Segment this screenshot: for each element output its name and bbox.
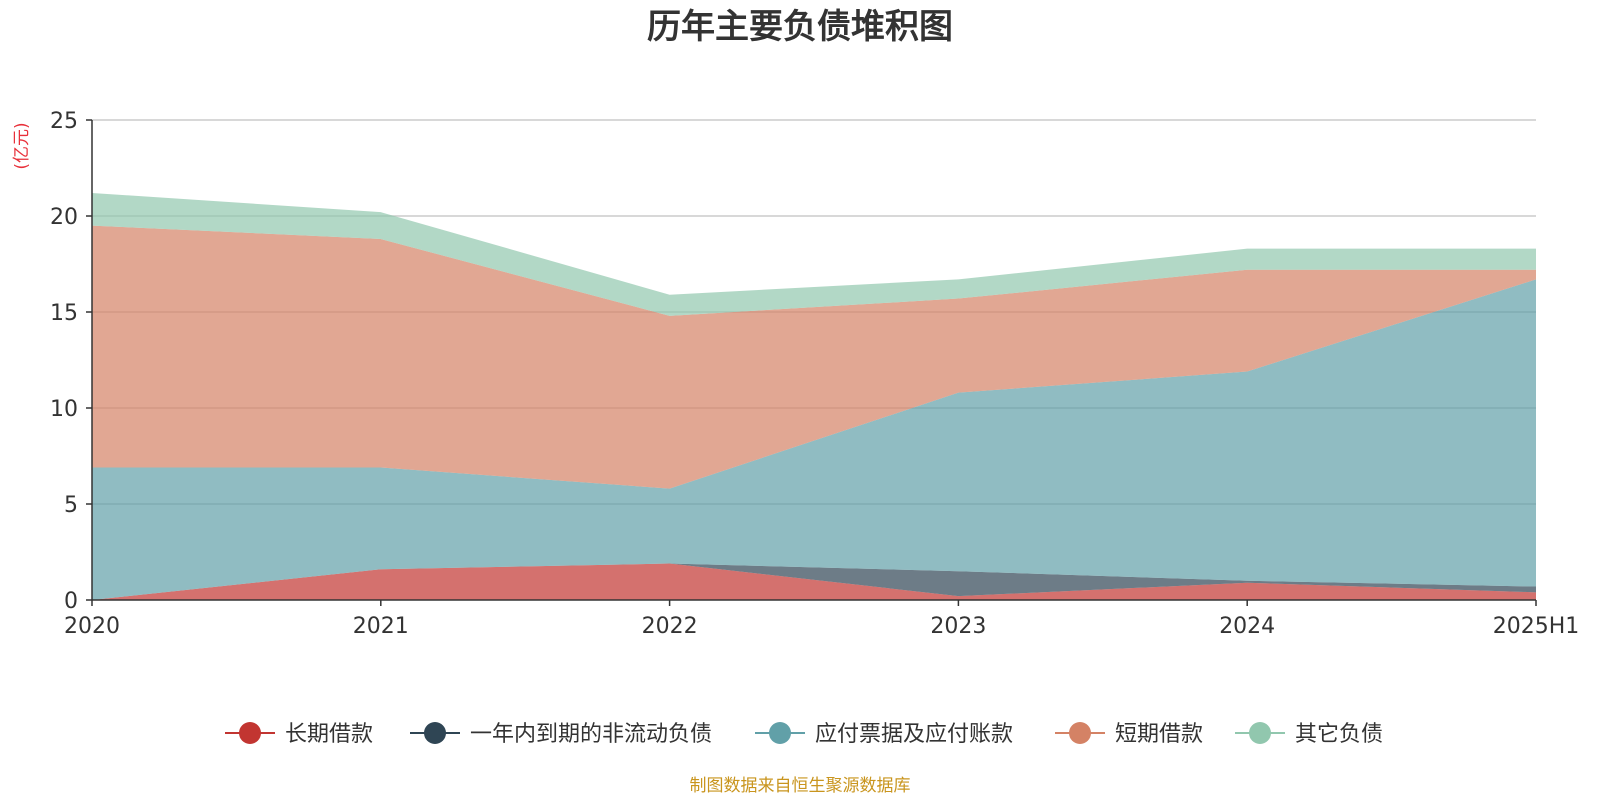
legend-item-2[interactable]: 应付票据及应付账款 [755,722,1013,747]
axes: 0 5 10 15 20 25 2020 2021 2022 2023 2024 2025H1 [50,109,1579,639]
legend-item-1[interactable]: 一年内到期的非流动负债 [410,722,712,747]
legend-label: 短期借款 [1115,722,1203,747]
chart-title: 历年主要负债堆积图 [647,7,953,47]
legend-marker [1069,722,1091,744]
y-tick-label: 0 [64,589,78,614]
legend-item-4[interactable]: 其它负债 [1235,722,1383,747]
x-tick-label: 2021 [353,614,409,639]
area-4 [92,192,1536,316]
legend-item-3[interactable]: 短期借款 [1055,722,1203,747]
area-series [92,192,1536,600]
legend-label: 长期借款 [285,722,373,747]
area-0 [92,563,1536,600]
x-tick-label: 2022 [642,614,698,639]
area-2 [92,279,1536,600]
legend-label: 其它负债 [1295,722,1383,747]
source-note: 制图数据来自恒生聚源数据库 [690,776,911,796]
legend-marker [769,722,791,744]
x-tick-label: 2025H1 [1493,614,1580,639]
x-tick-label: 2023 [930,614,986,639]
area-1 [92,563,1536,600]
legend: 长期借款 一年内到期的非流动负债 应付票据及应付账款 短期借款 其它负债 [225,722,1383,747]
legend-marker [1249,722,1271,744]
y-tick-label: 10 [50,397,78,422]
legend-label: 一年内到期的非流动负债 [470,722,712,747]
legend-marker [239,722,261,744]
x-tick-label: 2020 [64,614,120,639]
legend-item-0[interactable]: 长期借款 [225,722,373,747]
x-tick-label: 2024 [1219,614,1275,639]
y-tick-label: 5 [64,493,78,518]
legend-marker [424,722,446,744]
y-tick-label: 15 [50,301,78,326]
y-tick-label: 25 [50,109,78,134]
y-axis-unit: (亿元) [12,122,32,169]
area-3 [92,225,1536,489]
y-tick-label: 20 [50,205,78,230]
legend-label: 应付票据及应付账款 [815,722,1013,747]
